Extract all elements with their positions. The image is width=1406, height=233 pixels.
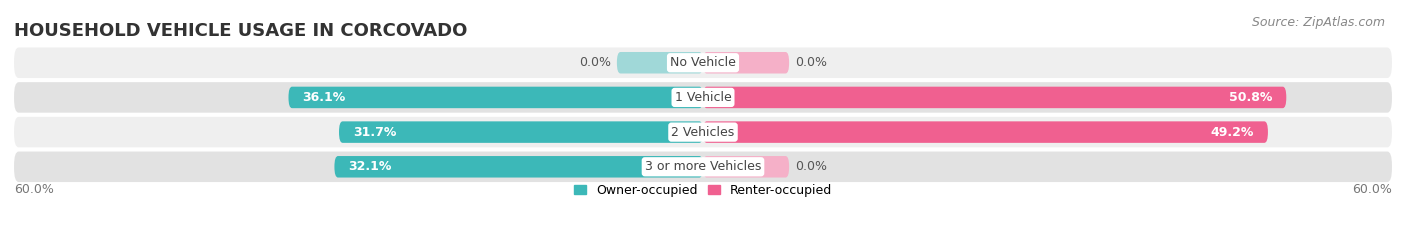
FancyBboxPatch shape	[14, 117, 1392, 147]
Text: 60.0%: 60.0%	[1353, 183, 1392, 196]
FancyBboxPatch shape	[14, 151, 1392, 182]
Text: 2 Vehicles: 2 Vehicles	[672, 126, 734, 139]
Text: 60.0%: 60.0%	[14, 183, 53, 196]
FancyBboxPatch shape	[703, 52, 789, 73]
FancyBboxPatch shape	[335, 156, 703, 178]
Text: 0.0%: 0.0%	[794, 160, 827, 173]
FancyBboxPatch shape	[703, 87, 1286, 108]
Text: 31.7%: 31.7%	[353, 126, 396, 139]
FancyBboxPatch shape	[617, 52, 703, 73]
Text: 36.1%: 36.1%	[302, 91, 346, 104]
FancyBboxPatch shape	[14, 82, 1392, 113]
Text: No Vehicle: No Vehicle	[671, 56, 735, 69]
Text: 32.1%: 32.1%	[349, 160, 391, 173]
Text: 3 or more Vehicles: 3 or more Vehicles	[645, 160, 761, 173]
Text: 1 Vehicle: 1 Vehicle	[675, 91, 731, 104]
Text: Source: ZipAtlas.com: Source: ZipAtlas.com	[1251, 16, 1385, 29]
FancyBboxPatch shape	[703, 121, 1268, 143]
FancyBboxPatch shape	[339, 121, 703, 143]
Text: 50.8%: 50.8%	[1229, 91, 1272, 104]
FancyBboxPatch shape	[703, 156, 789, 178]
Text: 0.0%: 0.0%	[579, 56, 612, 69]
Text: 49.2%: 49.2%	[1211, 126, 1254, 139]
Text: HOUSEHOLD VEHICLE USAGE IN CORCOVADO: HOUSEHOLD VEHICLE USAGE IN CORCOVADO	[14, 22, 467, 40]
FancyBboxPatch shape	[288, 87, 703, 108]
Legend: Owner-occupied, Renter-occupied: Owner-occupied, Renter-occupied	[574, 184, 832, 197]
Text: 0.0%: 0.0%	[794, 56, 827, 69]
FancyBboxPatch shape	[14, 48, 1392, 78]
